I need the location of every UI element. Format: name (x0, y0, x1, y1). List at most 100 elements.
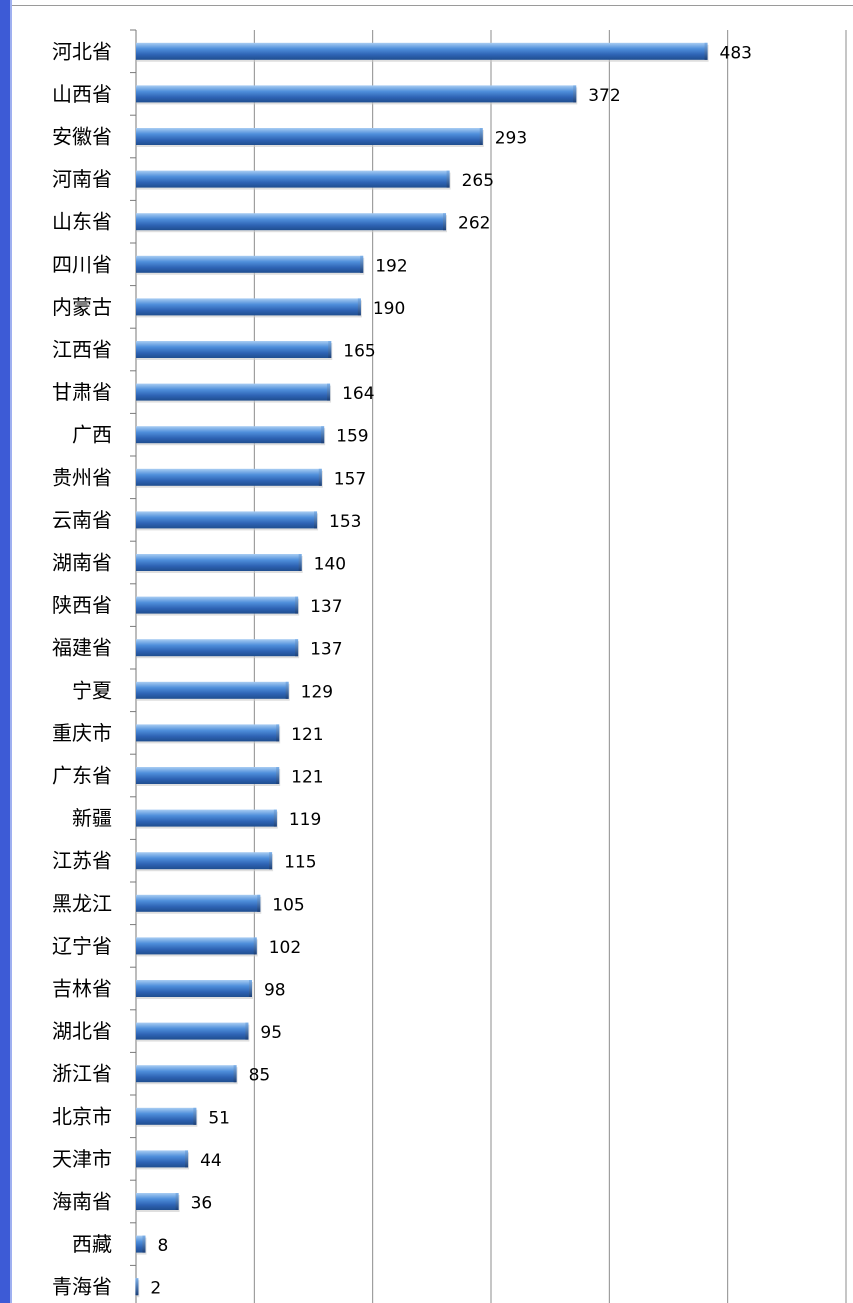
bar-cap (276, 724, 280, 742)
value-label: 129 (301, 682, 333, 702)
value-label: 137 (310, 597, 342, 617)
bar-body (136, 1107, 197, 1125)
bar-cap (245, 1022, 249, 1040)
bar-cap (269, 852, 273, 870)
value-label: 262 (458, 214, 490, 234)
category-label: 云南省 (52, 508, 112, 532)
category-label: 甘肃省 (52, 380, 112, 404)
bar-body (136, 767, 280, 784)
bar-cap (233, 1065, 237, 1083)
value-label: 2 (150, 1279, 161, 1299)
category-labels: 河北省山西省安徽省河南省山东省四川省内蒙古江西省甘肃省广西贵州省云南省湖南省陕西… (52, 39, 112, 1298)
category-label: 黑龙江 (52, 891, 112, 915)
bar-body (136, 1193, 179, 1210)
value-label: 164 (342, 384, 374, 404)
bar (136, 724, 281, 744)
bar (136, 42, 709, 62)
bar-cap (318, 468, 322, 486)
bar (136, 639, 300, 659)
bar (136, 1193, 180, 1212)
bar (136, 383, 332, 403)
value-label: 153 (329, 512, 361, 532)
bar (136, 255, 365, 275)
category-label: 陕西省 (52, 593, 112, 617)
bar-body (136, 128, 483, 145)
bar-cap (248, 980, 252, 997)
value-label: 159 (336, 427, 368, 447)
value-label: 121 (291, 725, 323, 745)
bar-cap (135, 1278, 139, 1296)
value-label: 293 (495, 129, 527, 149)
bar (136, 554, 303, 573)
category-label: 吉林省 (52, 977, 112, 1001)
category-label: 天津市 (52, 1147, 112, 1171)
bar-body (136, 42, 708, 60)
value-label: 192 (375, 256, 407, 276)
category-label: 辽宁省 (52, 934, 112, 958)
value-label: 98 (264, 981, 286, 1001)
bar-body (136, 298, 361, 316)
value-label: 157 (334, 469, 366, 489)
bar-body (136, 85, 577, 103)
bar-cap (360, 255, 364, 273)
bar-cap (276, 767, 280, 784)
bar (136, 596, 300, 616)
bar-body (136, 937, 257, 955)
value-label: 372 (588, 86, 620, 106)
bar (136, 341, 333, 360)
category-label: 浙江省 (52, 1062, 112, 1086)
bar-cap (314, 511, 318, 529)
bar-cap (295, 639, 299, 657)
bar-body (136, 852, 273, 870)
category-label: 四川省 (52, 252, 112, 276)
value-label: 121 (291, 768, 323, 788)
bar-cap (357, 298, 361, 316)
bar-body (136, 426, 325, 444)
category-label: 西藏 (72, 1232, 112, 1256)
category-label: 贵州省 (52, 465, 112, 489)
bar-cap (321, 426, 325, 444)
bar-cap (185, 1150, 189, 1168)
bar-body (136, 1022, 249, 1040)
value-label: 119 (289, 810, 321, 830)
bars (135, 42, 709, 1298)
category-label: 山西省 (52, 82, 112, 106)
bar-cap (446, 170, 450, 188)
value-label: 85 (249, 1066, 271, 1086)
bar-cap (479, 128, 483, 145)
bar (136, 1107, 198, 1127)
bar-body (136, 341, 332, 358)
bar-body (136, 980, 252, 997)
bar (136, 894, 262, 914)
bar-body (136, 724, 280, 742)
bar-cap (298, 554, 302, 571)
bar-body (136, 511, 318, 529)
bar (136, 468, 323, 488)
bar-cap (257, 894, 261, 912)
value-label: 44 (200, 1151, 222, 1171)
category-label: 安徽省 (52, 125, 112, 149)
bar-cap (285, 681, 289, 699)
bar-cap (443, 213, 447, 231)
bar-body (136, 596, 299, 614)
value-label: 265 (462, 171, 494, 191)
bar-body (136, 681, 289, 699)
category-label: 河北省 (52, 39, 112, 63)
category-label: 江西省 (52, 338, 112, 362)
left-border (0, 0, 10, 1303)
category-label: 新疆 (72, 806, 112, 830)
value-label: 95 (260, 1023, 282, 1043)
bar-cap (295, 596, 299, 614)
bar (136, 170, 451, 190)
bar-cap (142, 1235, 146, 1253)
bar (136, 1022, 250, 1042)
value-label: 8 (157, 1236, 168, 1256)
category-label: 内蒙古 (52, 295, 112, 319)
bar (136, 809, 278, 829)
bar-body (136, 1150, 189, 1168)
category-label: 福建省 (52, 636, 112, 660)
bar-cap (273, 809, 277, 827)
category-label: 湖北省 (52, 1019, 112, 1043)
bar (136, 1150, 190, 1170)
value-label: 115 (284, 853, 316, 873)
